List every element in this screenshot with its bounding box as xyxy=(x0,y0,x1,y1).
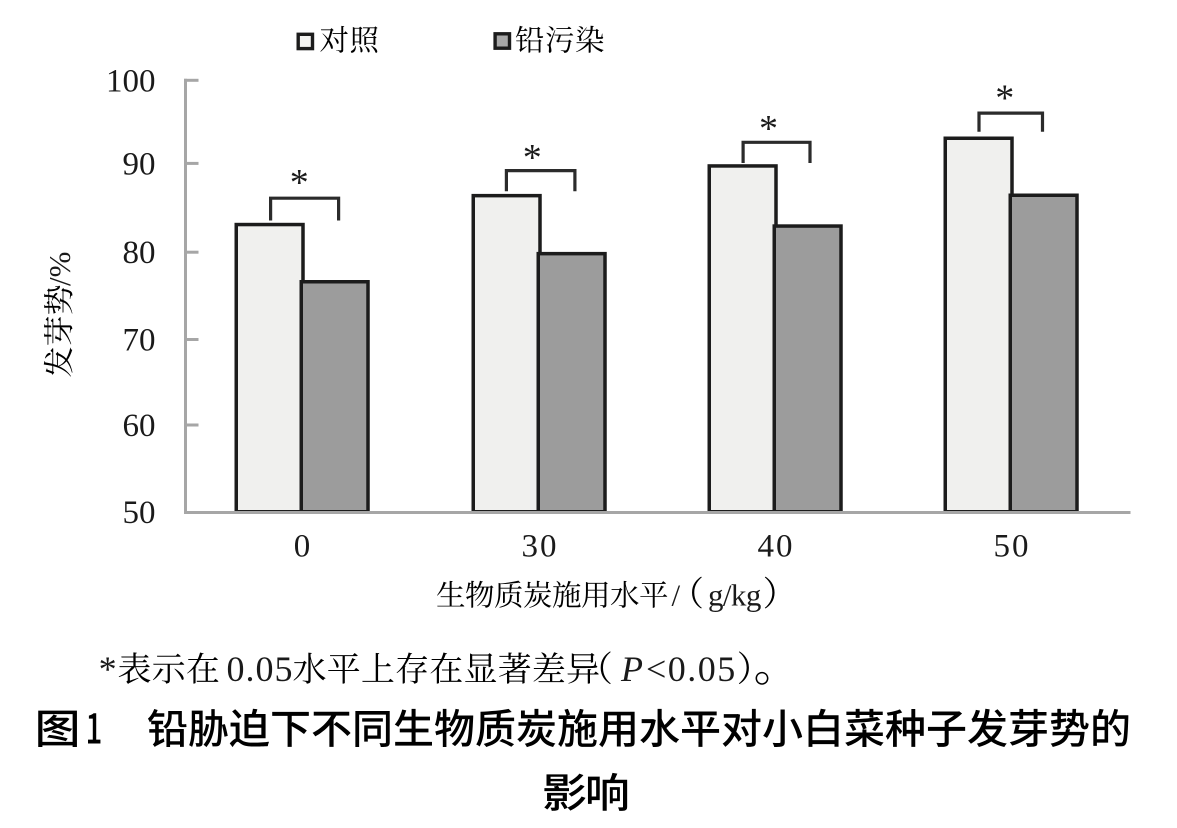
svg-text:80: 80 xyxy=(123,235,156,271)
svg-text:70: 70 xyxy=(123,323,156,359)
svg-text:*: * xyxy=(99,649,117,689)
svg-text:50: 50 xyxy=(994,529,1031,565)
svg-text:40: 40 xyxy=(758,529,795,565)
svg-text:P: P xyxy=(620,649,643,689)
svg-text:*: * xyxy=(290,162,309,204)
svg-text:0.05: 0.05 xyxy=(227,649,294,689)
svg-text:0: 0 xyxy=(294,529,313,565)
svg-text:*: * xyxy=(759,108,778,150)
svg-text:g/kg: g/kg xyxy=(708,578,761,613)
svg-text:/%: /% xyxy=(42,252,77,286)
svg-text:30: 30 xyxy=(522,529,559,565)
svg-text:*: * xyxy=(995,78,1014,120)
svg-text:<0.05: <0.05 xyxy=(646,649,737,689)
svg-text:60: 60 xyxy=(123,408,156,444)
svg-text:/: / xyxy=(672,578,681,613)
svg-text:90: 90 xyxy=(123,146,156,182)
svg-text:*: * xyxy=(523,137,542,179)
svg-text:100: 100 xyxy=(106,63,156,99)
svg-text:50: 50 xyxy=(123,495,156,531)
